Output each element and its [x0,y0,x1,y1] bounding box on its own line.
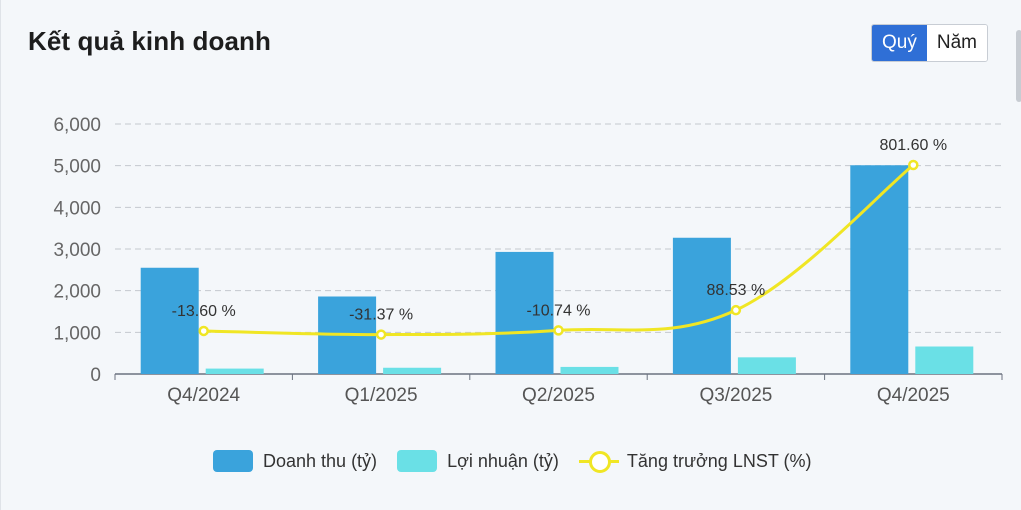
y-tick-label: 3,000 [53,240,101,261]
growth-point [730,304,742,316]
x-tick-label: Q1/2025 [345,385,418,406]
x-tick-label: Q3/2025 [699,385,772,406]
growth-point [908,159,919,171]
legend-swatch-growth [578,450,619,473]
legend-item-revenue[interactable]: Doanh thu (tỷ) [213,450,377,472]
legend-swatch-profit [397,450,438,472]
profit-bar [205,368,264,374]
growth-data-label: 88.53 % [707,282,766,299]
scrollbar[interactable] [1016,30,1021,102]
growth-data-label: -10.74 % [526,302,590,319]
profit-bar [560,366,619,374]
y-tick-label: 1,000 [53,323,101,344]
revenue-bar [850,165,909,374]
chart-title: Kết quả kinh doanh [28,26,272,56]
growth-data-label: -13.60 % [172,303,236,320]
growth-point [375,329,387,340]
revenue-bar [672,237,731,374]
revenue-bar [140,267,199,374]
legend-label-profit: Lợi nhuận (tỷ) [447,450,559,471]
profit-bar [383,367,442,374]
period-toggle: Quý Năm [871,24,988,62]
legend-swatch-revenue [213,450,253,472]
legend-item-profit[interactable]: Lợi nhuận (tỷ) [397,450,559,472]
x-tick-label: Q4/2025 [877,385,950,406]
growth-point [198,325,209,337]
legend-label-growth: Tăng trưởng LNST (%) [626,450,812,471]
revenue-bar [495,251,554,374]
legend-label-revenue: Doanh thu (tỷ) [263,450,378,471]
y-tick-label: 6,000 [53,115,101,136]
growth-data-label: -31.37 % [349,307,413,324]
profit-bar [915,346,974,374]
x-tick-label: Q4/2024 [167,385,240,406]
profit-bar [737,357,796,374]
legend-item-growth[interactable]: Tăng trưởng LNST (%) [578,450,812,473]
growth-data-label: 801.60 % [879,137,947,154]
y-tick-label: 0 [90,365,101,386]
y-tick-label: 4,000 [53,198,101,219]
period-quarter-button[interactable]: Quý [872,25,927,61]
y-tick-label: 2,000 [53,282,101,303]
x-tick-label: Q2/2025 [522,385,595,406]
chart-legend: Doanh thu (tỷ) Lợi nhuận (tỷ) Tăng trưởn… [213,450,832,473]
growth-point [553,325,564,336]
period-year-button[interactable]: Năm [926,25,987,61]
y-tick-label: 5,000 [53,157,101,178]
business-chart: 0 1,000 2,000 3,000 4,000 5,000 6,000 Q4/2024 Q1… [53,115,1003,406]
